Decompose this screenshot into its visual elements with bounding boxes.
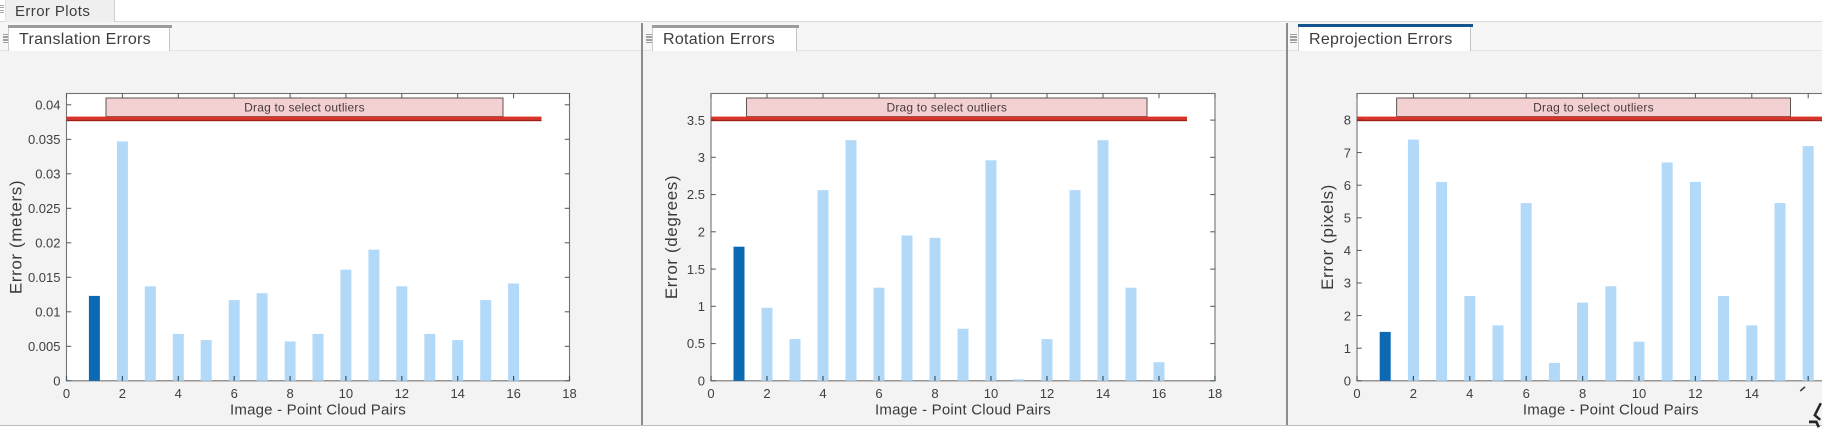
- svg-text:0.015: 0.015: [28, 270, 61, 285]
- svg-text:6: 6: [231, 386, 238, 401]
- svg-text:0: 0: [63, 386, 70, 401]
- svg-text:5: 5: [1344, 211, 1351, 226]
- svg-text:4: 4: [1466, 386, 1473, 401]
- svg-text:0: 0: [698, 374, 705, 389]
- svg-text:3.5: 3.5: [687, 113, 705, 128]
- svg-text:2: 2: [698, 225, 705, 240]
- svg-text:4: 4: [819, 386, 826, 401]
- svg-text:0: 0: [1344, 374, 1351, 389]
- svg-text:16: 16: [1152, 386, 1166, 401]
- svg-text:7: 7: [1344, 145, 1351, 160]
- svg-text:0: 0: [1353, 386, 1360, 401]
- svg-text:Drag to select outliers: Drag to select outliers: [1533, 100, 1654, 114]
- svg-text:12: 12: [395, 386, 409, 401]
- svg-text:12: 12: [1688, 386, 1702, 401]
- svg-text:Image - Point Cloud Pairs: Image - Point Cloud Pairs: [230, 402, 406, 419]
- svg-text:Image - Point Cloud Pairs: Image - Point Cloud Pairs: [875, 402, 1051, 419]
- svg-text:4: 4: [1344, 243, 1351, 258]
- svg-text:8: 8: [286, 386, 293, 401]
- svg-text:14: 14: [1745, 386, 1759, 401]
- svg-text:18: 18: [562, 386, 576, 401]
- svg-text:10: 10: [1632, 386, 1646, 401]
- svg-text:0.025: 0.025: [28, 201, 61, 216]
- svg-text:3: 3: [1344, 276, 1351, 291]
- svg-text:10: 10: [984, 386, 998, 401]
- svg-text:2: 2: [763, 386, 770, 401]
- svg-text:10: 10: [339, 386, 353, 401]
- svg-text:Drag to select outliers: Drag to select outliers: [886, 100, 1007, 114]
- svg-text:0.5: 0.5: [687, 336, 705, 351]
- svg-text:Error (meters): Error (meters): [7, 180, 26, 294]
- svg-text:6: 6: [1344, 178, 1351, 193]
- svg-text:3: 3: [698, 150, 705, 165]
- svg-text:0: 0: [53, 374, 60, 389]
- svg-text:2.5: 2.5: [687, 187, 705, 202]
- svg-text:14: 14: [1096, 386, 1110, 401]
- svg-text:1: 1: [698, 299, 705, 314]
- svg-text:Error (pixels): Error (pixels): [1318, 184, 1337, 290]
- svg-text:2: 2: [1410, 386, 1417, 401]
- svg-text:8: 8: [931, 386, 938, 401]
- svg-text:1: 1: [1344, 341, 1351, 356]
- svg-text:8: 8: [1579, 386, 1586, 401]
- svg-text:0.02: 0.02: [35, 236, 60, 251]
- svg-text:6: 6: [1523, 386, 1530, 401]
- svg-text:Error (degrees): Error (degrees): [662, 175, 681, 299]
- svg-text:0.01: 0.01: [35, 305, 60, 320]
- svg-text:0.04: 0.04: [35, 98, 60, 113]
- svg-text:16: 16: [506, 386, 520, 401]
- svg-text:6: 6: [875, 386, 882, 401]
- svg-text:14: 14: [450, 386, 464, 401]
- svg-text:0.005: 0.005: [28, 339, 61, 354]
- svg-text:2: 2: [1344, 308, 1351, 323]
- svg-text:Image - Point Cloud Pairs: Image - Point Cloud Pairs: [1523, 402, 1699, 419]
- svg-text:2: 2: [119, 386, 126, 401]
- svg-text:0.035: 0.035: [28, 132, 61, 147]
- svg-text:12: 12: [1040, 386, 1054, 401]
- svg-text:Drag to select outliers: Drag to select outliers: [244, 100, 365, 114]
- svg-text:1.5: 1.5: [687, 262, 705, 277]
- svg-text:0.03: 0.03: [35, 167, 60, 182]
- svg-text:0: 0: [707, 386, 714, 401]
- svg-text:18: 18: [1208, 386, 1222, 401]
- svg-text:8: 8: [1344, 113, 1351, 128]
- svg-text:4: 4: [175, 386, 182, 401]
